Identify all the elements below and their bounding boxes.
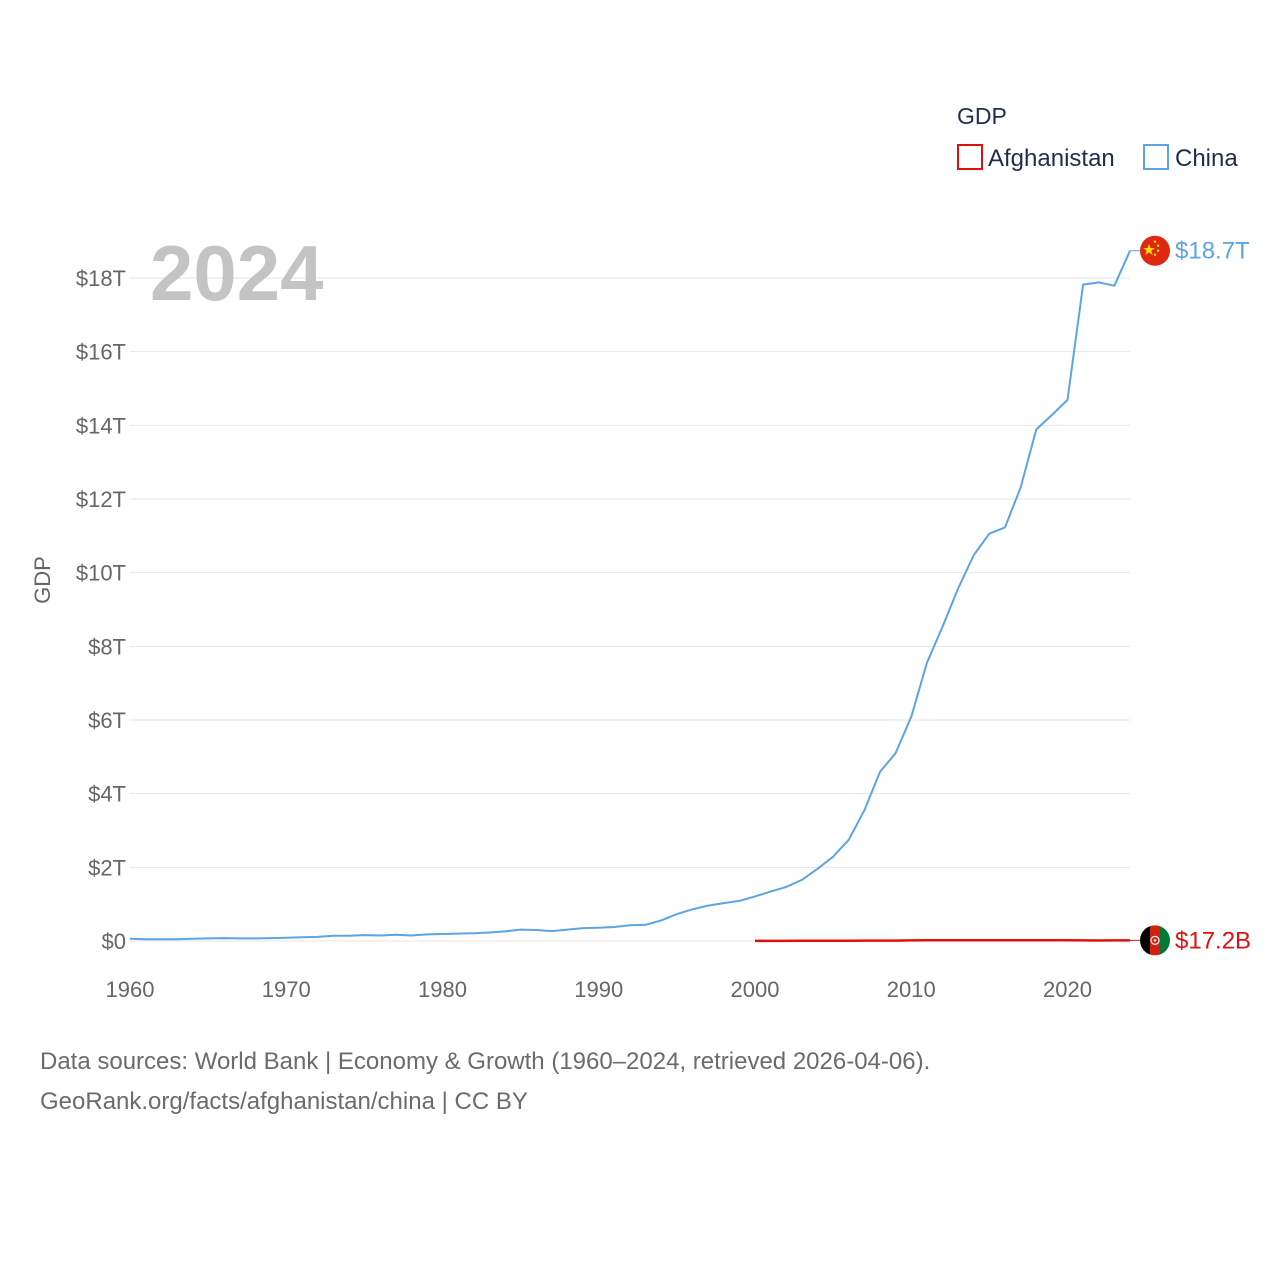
x-tick-label: 1960	[106, 977, 155, 1002]
legend-swatch-afghanistan	[957, 144, 983, 170]
y-tick-label: $2T	[88, 855, 126, 880]
x-tick-label: 2020	[1043, 977, 1092, 1002]
afghanistan-flag-icon	[1140, 925, 1170, 956]
legend-label-china: China	[1175, 145, 1238, 172]
legend-swatch-china	[1143, 144, 1169, 170]
x-tick-label: 2000	[731, 977, 780, 1002]
x-tick-label: 1990	[574, 977, 623, 1002]
y-axis-ticks: $0 $2T $4T $6T $8T $10T $12T $14T $16T $18T	[76, 266, 126, 954]
y-tick-label: $0	[102, 929, 126, 954]
legend-item-afghanistan[interactable]: Afghanistan	[957, 144, 1115, 172]
x-axis-ticks: 1960 1970 1980 1990 2000 2010 2020	[106, 977, 1092, 1002]
gdp-line-chart: $0$2T$4T$6T$8T$10T$12T$14T$16T$18T 1960 1…	[30, 103, 1251, 1002]
y-tick-label: $12T	[76, 487, 126, 512]
y-tick-label: $14T	[76, 413, 126, 438]
x-tick-label: 1970	[262, 977, 311, 1002]
year-label: 2024	[150, 229, 324, 317]
series-line-china[interactable]	[129, 250, 1131, 941]
y-axis-title: GDP	[30, 556, 55, 604]
china-flag-icon	[1140, 235, 1170, 266]
data-source-note: Data sources: World Bank | Economy & Gro…	[40, 1042, 930, 1122]
source-line-1: Data sources: World Bank | Economy & Gro…	[40, 1048, 931, 1075]
x-tick-label: 1980	[418, 977, 467, 1002]
china-end-marker[interactable]: $18.7T	[1130, 235, 1250, 266]
x-tick-label: 2010	[887, 977, 936, 1002]
source-line-2[interactable]: GeoRank.org/facts/afghanistan/china | CC…	[40, 1088, 528, 1115]
afghanistan-end-marker[interactable]: $17.2B	[1130, 925, 1251, 956]
legend-label-afghanistan: Afghanistan	[988, 145, 1115, 172]
legend: GDP Afghanistan China	[957, 103, 1238, 172]
y-tick-label: $8T	[88, 634, 126, 659]
y-tick-label: $18T	[76, 266, 126, 291]
series-lines	[129, 250, 1131, 943]
legend-title: GDP	[957, 103, 1007, 129]
afghanistan-end-value: $17.2B	[1175, 927, 1251, 954]
y-tick-label: $4T	[88, 782, 126, 807]
china-end-value: $18.7T	[1175, 238, 1250, 265]
legend-item-china[interactable]: China	[1143, 144, 1238, 172]
y-tick-label: $10T	[76, 561, 126, 586]
gridlines	[130, 277, 1130, 942]
y-tick-label: $16T	[76, 340, 126, 365]
series-line-afghanistan[interactable]	[755, 939, 1130, 943]
y-tick-label: $6T	[88, 708, 126, 733]
